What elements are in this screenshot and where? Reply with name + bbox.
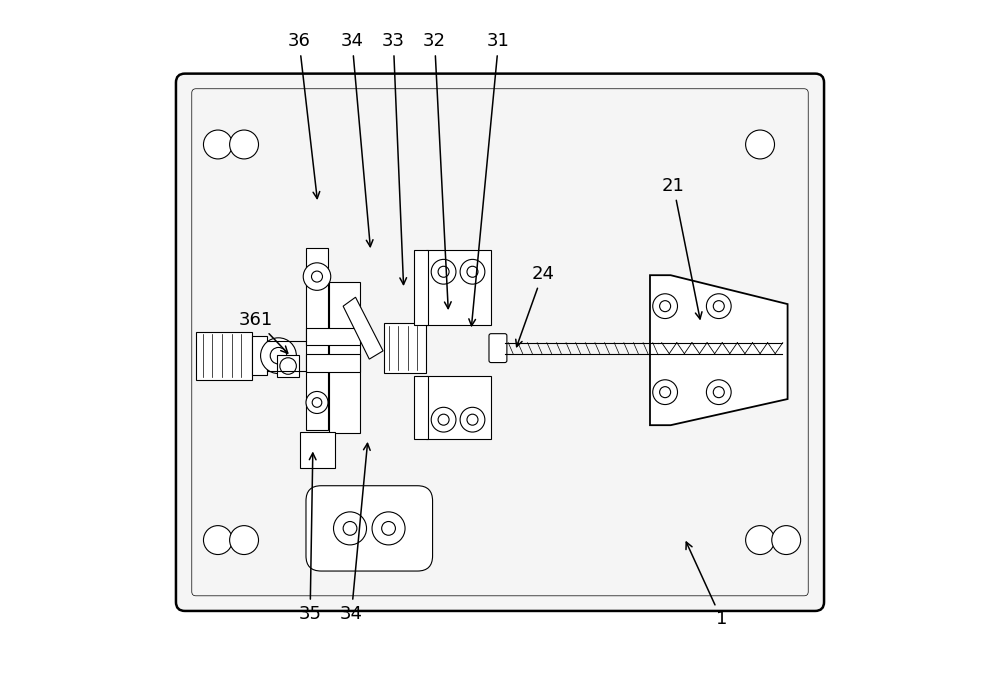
Circle shape <box>303 263 331 290</box>
Text: 24: 24 <box>516 265 554 347</box>
Circle shape <box>438 266 449 277</box>
Bar <box>426 376 491 439</box>
Circle shape <box>772 526 801 555</box>
FancyBboxPatch shape <box>176 74 824 611</box>
Circle shape <box>460 259 485 284</box>
Circle shape <box>467 414 478 425</box>
Bar <box>277 355 299 377</box>
Circle shape <box>746 526 775 555</box>
Text: 34: 34 <box>340 443 370 623</box>
Text: 33: 33 <box>382 32 407 284</box>
Bar <box>252 336 267 375</box>
Circle shape <box>713 387 724 398</box>
FancyBboxPatch shape <box>489 334 507 363</box>
Text: 32: 32 <box>423 32 451 308</box>
Circle shape <box>382 522 395 535</box>
Circle shape <box>467 266 478 277</box>
Circle shape <box>230 130 259 159</box>
Circle shape <box>706 294 731 319</box>
Circle shape <box>653 294 678 319</box>
FancyBboxPatch shape <box>306 486 433 571</box>
Circle shape <box>713 301 724 312</box>
Text: 36: 36 <box>288 32 320 199</box>
Circle shape <box>746 130 775 159</box>
Circle shape <box>660 301 671 312</box>
Text: 34: 34 <box>341 32 373 247</box>
Circle shape <box>203 526 232 555</box>
Circle shape <box>312 398 322 407</box>
Circle shape <box>706 380 731 405</box>
Bar <box>306 328 360 345</box>
Circle shape <box>431 259 456 284</box>
Polygon shape <box>343 297 383 359</box>
Bar <box>414 250 428 325</box>
Circle shape <box>230 526 259 555</box>
Bar <box>306 354 360 372</box>
Bar <box>414 376 428 439</box>
Circle shape <box>343 522 357 535</box>
Circle shape <box>653 380 678 405</box>
Bar <box>306 248 328 430</box>
Circle shape <box>431 407 456 432</box>
Bar <box>384 323 426 373</box>
Circle shape <box>280 358 296 374</box>
Text: 35: 35 <box>299 453 322 623</box>
Circle shape <box>261 338 296 374</box>
Circle shape <box>306 391 328 413</box>
Circle shape <box>334 512 367 545</box>
Bar <box>426 250 491 325</box>
Circle shape <box>372 512 405 545</box>
Polygon shape <box>650 275 788 425</box>
Circle shape <box>203 130 232 159</box>
Text: 21: 21 <box>662 177 702 319</box>
Bar <box>196 332 252 380</box>
Circle shape <box>311 271 322 282</box>
Circle shape <box>270 347 287 364</box>
Circle shape <box>460 407 485 432</box>
Text: 361: 361 <box>239 311 288 353</box>
Bar <box>300 432 335 468</box>
Text: 31: 31 <box>469 32 510 326</box>
Circle shape <box>438 414 449 425</box>
Text: 1: 1 <box>686 542 727 628</box>
Circle shape <box>660 387 671 398</box>
Bar <box>329 282 360 433</box>
